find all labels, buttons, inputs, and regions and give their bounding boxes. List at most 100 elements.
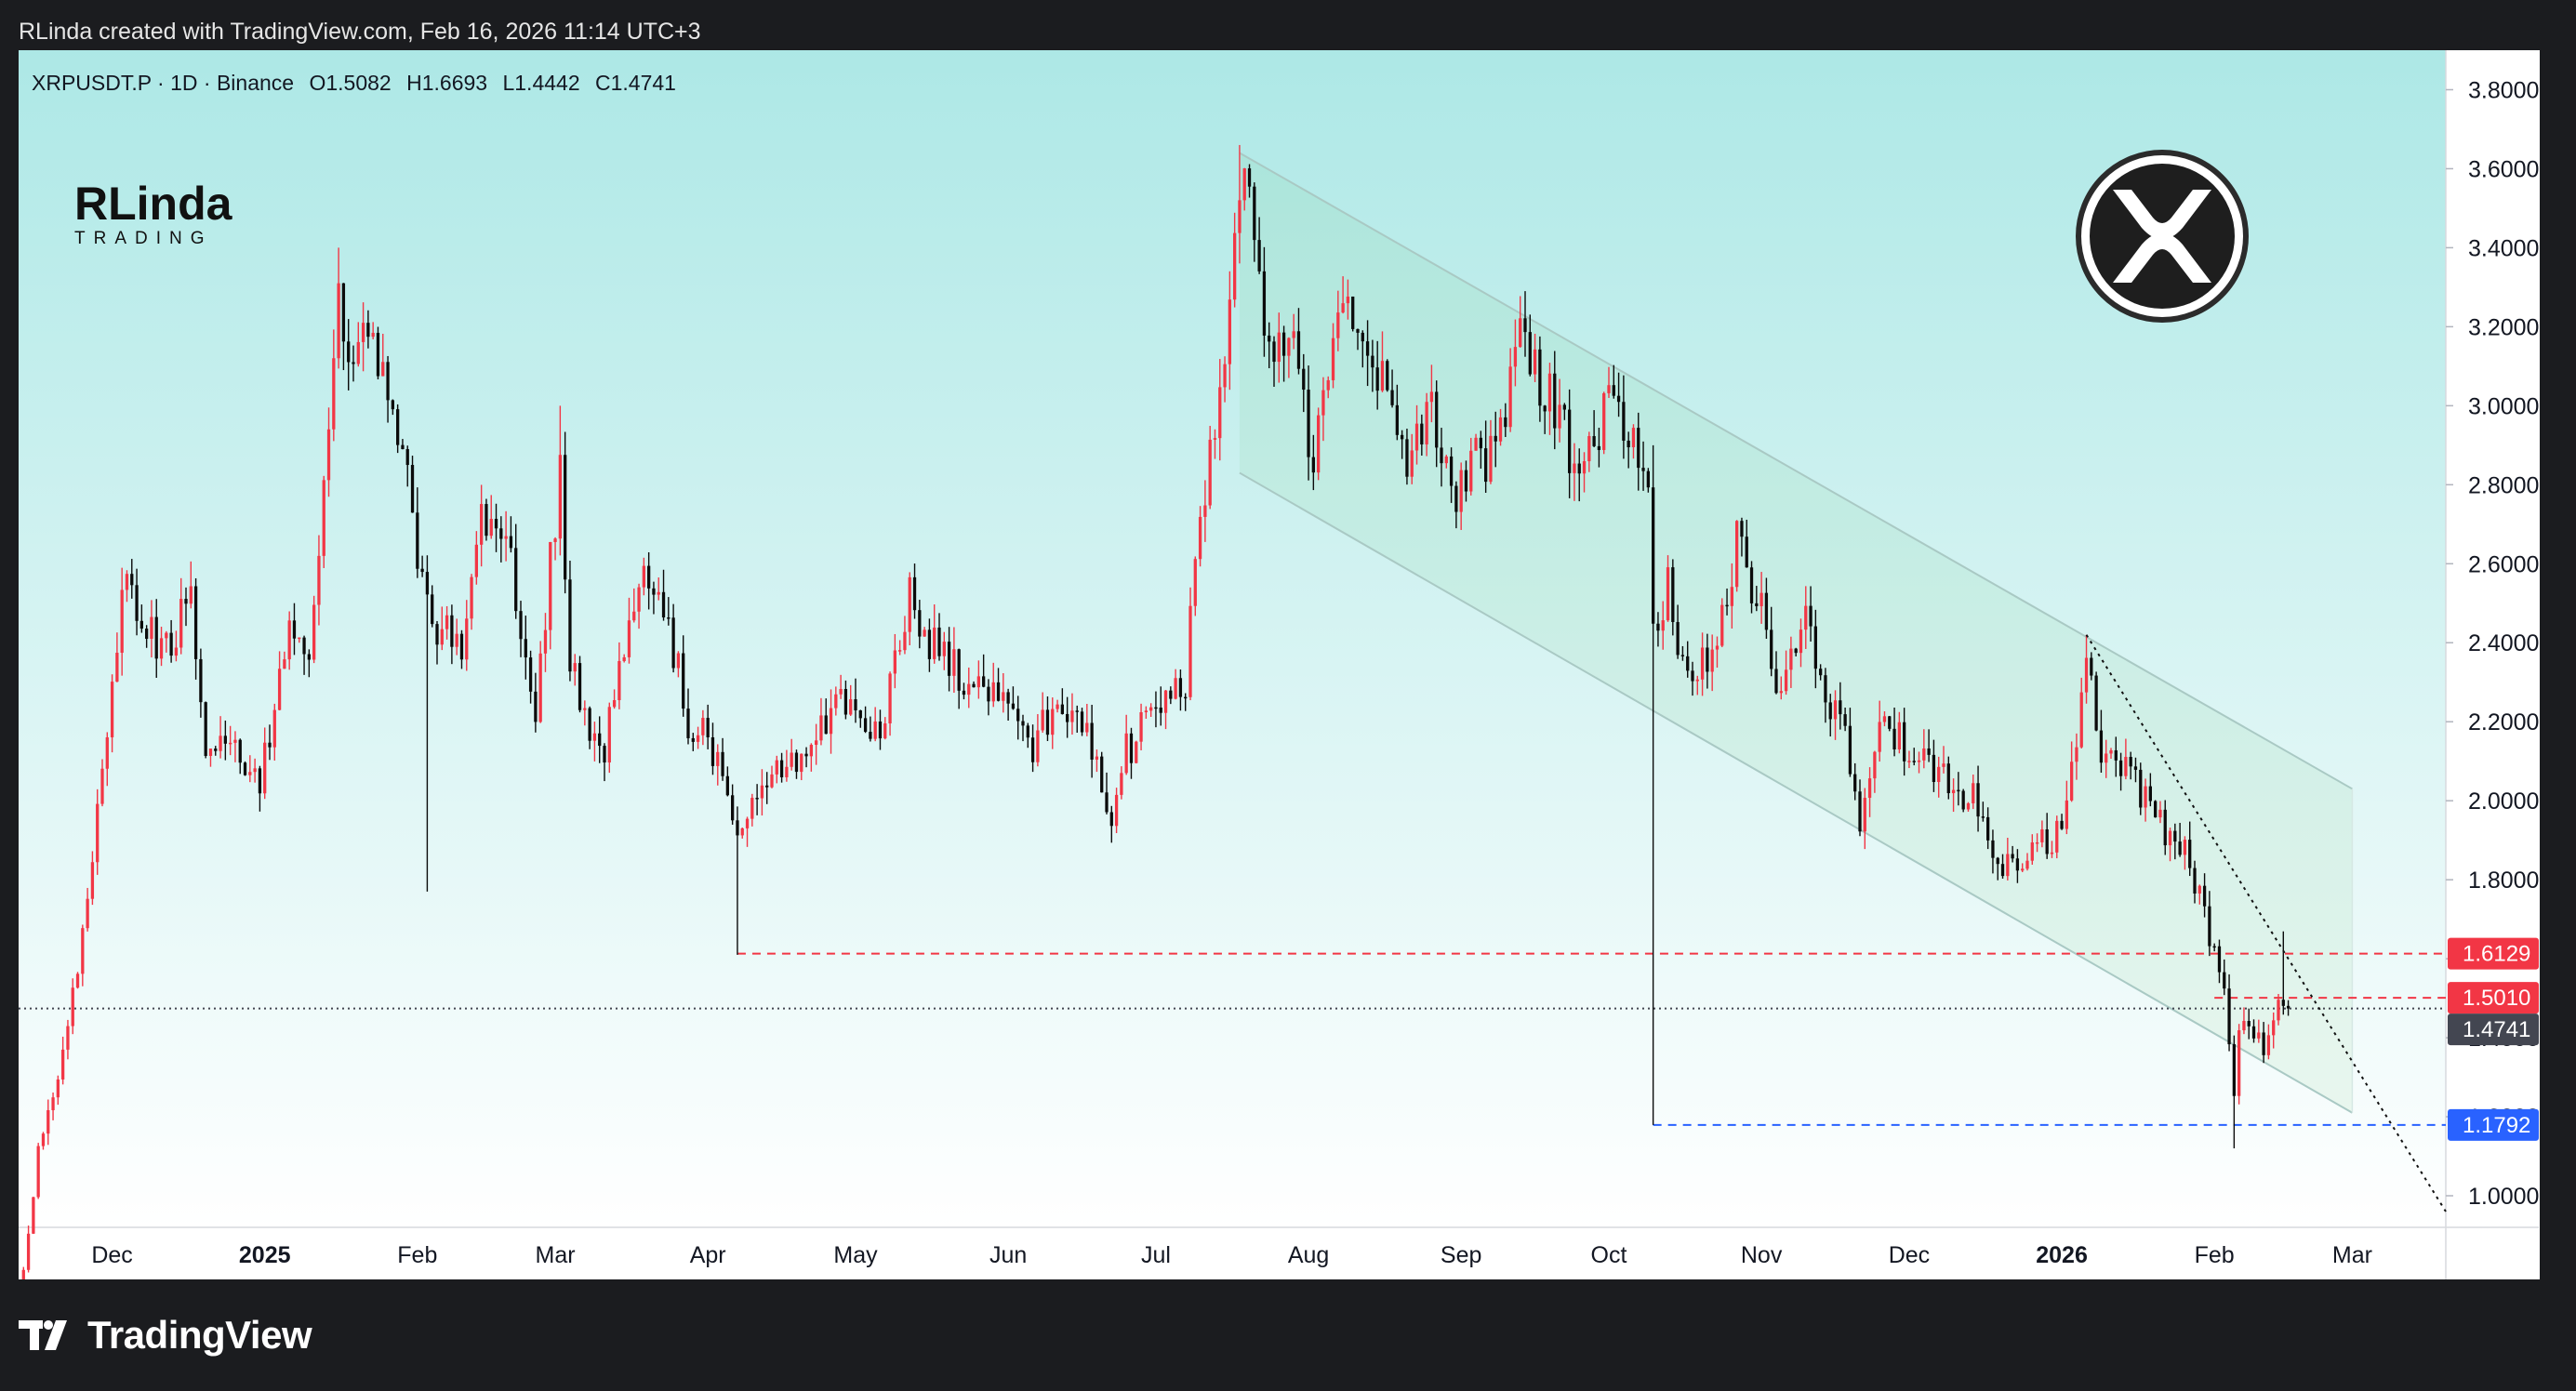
candle-body [1060,704,1064,714]
candle-body [1287,338,1291,356]
candle-body [898,650,902,652]
candle-body [36,1146,40,1198]
candle-body [2154,801,2158,818]
candle-body [110,682,114,737]
price-chart[interactable]: 1.00001.20001.40001.60001.80002.00002.20… [19,50,2540,1311]
candle-body [1090,722,1094,760]
candle-body [366,323,370,338]
candle-body [46,1110,50,1134]
candle-body [1622,402,1626,441]
candle-body [509,536,513,549]
symbol-legend[interactable]: XRPUSDT.P · 1D · Binance O1.5082 H1.6693… [32,71,676,95]
candle-body [1469,450,1473,492]
candle-body [755,798,759,800]
candle-body [32,1197,35,1234]
candle-body [1257,240,1261,272]
candle-body [292,620,297,639]
candle-body [1573,463,1576,473]
candle-body [1080,711,1084,733]
candle-body [942,642,946,656]
time-tick-label: Mar [2332,1242,2372,1268]
candle-body [253,768,257,773]
candle-body [1799,629,1803,654]
price-axis: 1.00001.20001.40001.60001.80002.00002.20… [2446,77,2539,1210]
candle-body [1331,338,1335,380]
candle-body [982,676,986,687]
candle-body [1863,798,1866,832]
candle-body [459,633,464,660]
candle-body [933,627,936,659]
candle-body [1169,690,1173,699]
candle-body [2251,1026,2256,1039]
candle-body [56,1079,60,1098]
candle-body [1223,364,1227,388]
candle-body [790,752,793,767]
candle-body [145,629,149,640]
candle-body [1238,200,1242,233]
time-tick-label: Oct [1591,1242,1627,1268]
candle-body [105,736,109,769]
candle-body [81,928,85,974]
candle-body [2118,760,2123,776]
candle-body [1253,186,1256,241]
price-label-resistance: 1.5010 [2463,986,2530,1011]
candle-body [2065,800,2068,829]
candle-body [1961,790,1965,810]
candle-body [1676,621,1680,656]
candle-body [307,654,311,660]
candle-body [1449,456,1454,486]
candle-body [1641,468,1645,471]
candle-body [1233,232,1237,300]
candle-body [1824,675,1827,703]
candle-body [923,629,926,637]
candle-body [1656,623,1660,631]
candle-body [420,568,424,573]
candle-body [199,658,203,703]
price-label-box-current [2448,1013,2539,1046]
candle-body [1026,725,1029,738]
candle-body [1341,303,1345,313]
candle-body [1429,391,1434,403]
candle-body [2183,840,2187,855]
candle-body [676,653,681,669]
price-label-box-support [2448,1108,2539,1141]
candle-body [553,538,557,542]
candle-body [996,682,1001,701]
candle-body [1351,296,1355,329]
candle-body [445,615,449,629]
candle-body [440,629,444,645]
candle-body [2144,786,2147,808]
candle-body [1917,760,1921,762]
candle-body [125,574,129,590]
candle-body [1213,438,1217,440]
xrp-icon [2076,150,2249,323]
candle-body [1680,655,1685,656]
candle-body [179,599,183,648]
candle-body [1139,711,1143,742]
candle-body [1858,791,1862,832]
candle-body [912,576,917,611]
candle-body [2139,769,2143,808]
candle-body [1882,716,1887,722]
candle-body [41,1133,46,1146]
candle-body [1056,704,1059,709]
candle-body [2055,820,2059,853]
candle-body [470,576,473,619]
candle-body [1661,620,1665,631]
candle-body [1302,368,1306,391]
candle-body [1725,604,1729,607]
candle-body [376,332,380,377]
candle-body [193,586,198,659]
candle-body [75,974,80,988]
candle-body [1543,405,1547,412]
candle-body [2232,1044,2236,1096]
candle-body [863,718,868,733]
candle-body [2109,749,2113,754]
chart-panel[interactable]: 1.00001.20001.40001.60001.80002.00002.20… [19,50,2540,1311]
candle-body [564,455,567,580]
candle-body [263,742,267,794]
candle-body [1710,649,1714,672]
candle-body [843,689,848,715]
candle-body [347,341,351,363]
candle-body [607,707,611,763]
